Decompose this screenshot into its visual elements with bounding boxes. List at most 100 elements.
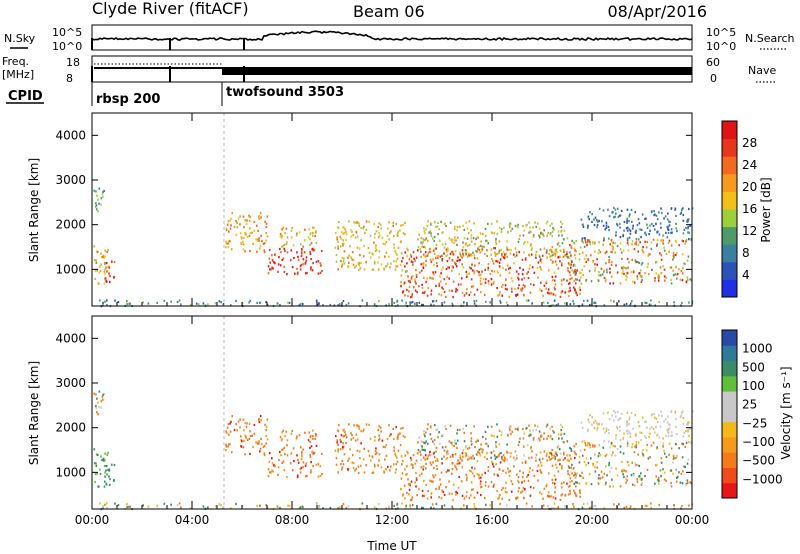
power-cell [515, 293, 517, 297]
power-cell [658, 275, 660, 278]
velocity-cell [433, 466, 435, 470]
velocity-cell [315, 444, 318, 448]
velocity-cell [654, 431, 656, 434]
velocity-cell [280, 439, 283, 442]
velocity-cell [361, 502, 364, 505]
power-cell [497, 294, 499, 297]
velocity-cell [579, 491, 582, 495]
velocity-cell [578, 455, 581, 459]
power-cell [521, 258, 524, 261]
power-cell [290, 249, 293, 252]
power-cell [440, 294, 443, 297]
velocity-cell [434, 474, 437, 477]
power-cell [342, 260, 345, 263]
power-cell [301, 252, 303, 255]
velocity-cell [569, 454, 571, 457]
noise-tick-top-left: 10^5 [52, 26, 82, 39]
velocity-cell [296, 454, 298, 457]
power-cell [451, 302, 454, 305]
velocity-cell [393, 504, 396, 508]
power-cell [676, 252, 678, 255]
power-cell [482, 277, 485, 281]
velocity-cell [646, 426, 648, 429]
power-cell [667, 228, 669, 231]
velocity-cell [574, 476, 577, 479]
power-cell [549, 224, 551, 227]
velocity-cell [633, 450, 636, 454]
power-colorbar-label: Power [dB] [759, 177, 773, 242]
power-cell [675, 222, 677, 225]
power-cell [639, 241, 641, 244]
velocity-cell [230, 451, 233, 454]
power-cell [588, 303, 591, 307]
velocity-cell [489, 504, 491, 507]
velocity-cell [266, 506, 269, 510]
power-cell [442, 231, 444, 234]
power-cell [314, 231, 317, 234]
power-cell [659, 252, 661, 255]
power-cell [552, 293, 555, 296]
velocity-cell [243, 439, 245, 443]
power-cell [448, 277, 450, 280]
velocity-cell [545, 483, 548, 486]
velocity-cell [235, 502, 237, 506]
power-cell [484, 278, 487, 281]
velocity-cell [425, 457, 428, 461]
velocity-cell [616, 427, 619, 430]
power-cell [451, 259, 454, 262]
power-cell [202, 302, 205, 305]
velocity-cell [362, 458, 365, 461]
velocity-cell [625, 481, 627, 484]
velocity-cell [378, 425, 380, 428]
power-cell [681, 253, 684, 256]
power-cell [108, 272, 110, 275]
velocity-cell [449, 455, 452, 458]
power-cell [647, 262, 649, 266]
power-cell [666, 218, 669, 221]
power-cell [575, 291, 577, 294]
power-cell [561, 264, 563, 267]
velocity-cell [299, 506, 302, 509]
power-cell [444, 242, 447, 246]
power-cell [569, 289, 572, 292]
velocity-colorbar-tick-0: 1000 [742, 342, 773, 356]
velocity-cell [636, 478, 639, 481]
velocity-cell [397, 437, 399, 440]
velocity-cell [304, 431, 306, 434]
power-cell [557, 230, 560, 233]
power-cell [342, 226, 345, 229]
power-cell [500, 253, 503, 256]
power-cell [451, 238, 454, 241]
power-cell [573, 253, 576, 257]
velocity-cell [574, 473, 577, 476]
power-cell [635, 231, 637, 234]
power-cell [474, 249, 477, 253]
velocity-cell [582, 476, 585, 480]
velocity-cell [571, 472, 573, 475]
power-cell [403, 282, 406, 285]
power-cell [638, 261, 641, 265]
power-cell [632, 224, 634, 227]
power-cell [454, 261, 456, 264]
velocity-cell [430, 426, 432, 429]
velocity-cell [337, 450, 339, 453]
power-cell [364, 231, 366, 235]
velocity-cell [430, 496, 433, 499]
power-cell [564, 291, 567, 294]
power-cell [539, 259, 542, 262]
power-cell [394, 249, 396, 253]
power-cell [383, 255, 386, 258]
velocity-cell [103, 392, 105, 396]
velocity-cell [393, 449, 395, 452]
velocity-cell [379, 426, 382, 429]
power-cell [494, 254, 497, 257]
power-cell [426, 277, 429, 280]
power-cell [651, 210, 653, 213]
power-cell [611, 275, 613, 278]
power-cell [518, 284, 520, 287]
power-cell [648, 303, 651, 306]
velocity-cell [681, 482, 684, 485]
power-cell [298, 231, 301, 234]
power-cell [406, 255, 408, 258]
velocity-cell [594, 470, 597, 473]
